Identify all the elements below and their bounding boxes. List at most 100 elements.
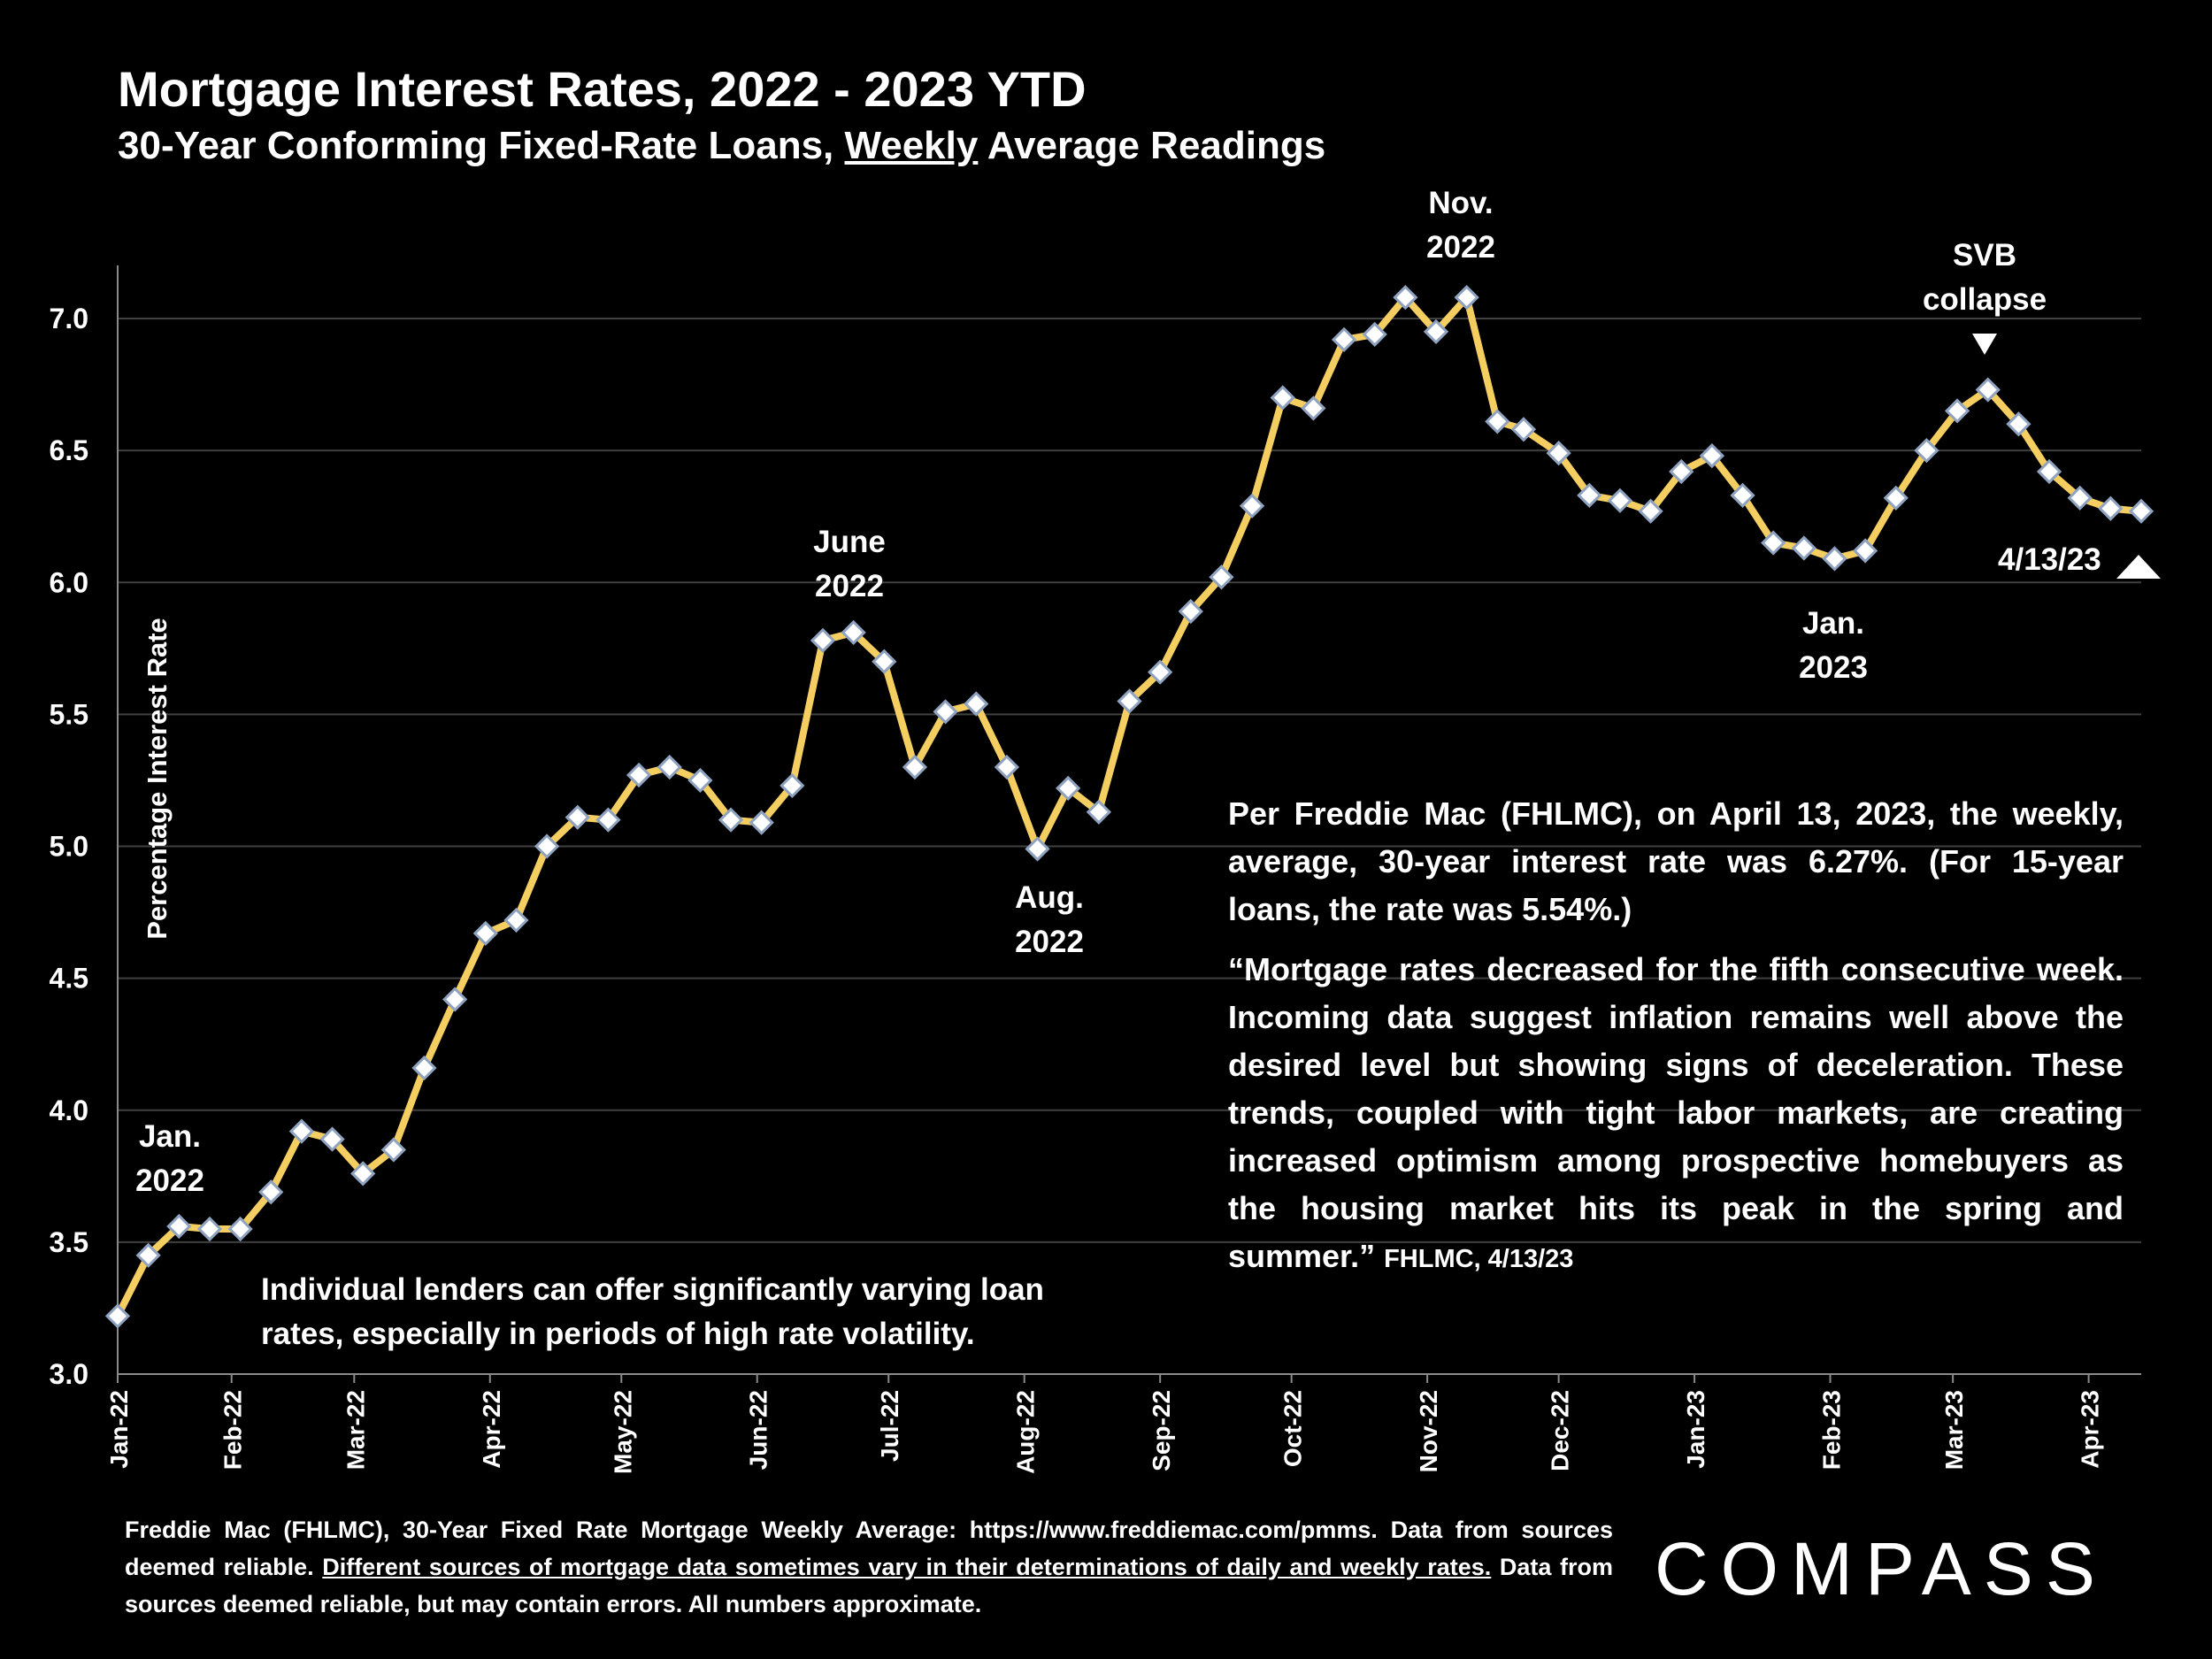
- data-point: [196, 1216, 223, 1242]
- data-point: [595, 807, 621, 833]
- data-point: [350, 1161, 376, 1187]
- annotation-nov-2022: Nov. 2022: [1426, 186, 1495, 265]
- x-tick-label: Apr-23: [2077, 1390, 2104, 1469]
- data-point: [1975, 377, 2001, 403]
- data-point: [657, 754, 682, 780]
- data-point: [1577, 482, 1602, 508]
- data-point: [1239, 493, 1265, 518]
- data-point: [135, 1242, 161, 1268]
- x-tick-label: Apr-22: [478, 1390, 505, 1469]
- data-point: [1853, 538, 1878, 564]
- x-tick-labels: Jan-22 Feb-22 Mar-22 Apr-22 May-22 Jun-22 Jul-…: [105, 1390, 2104, 1474]
- y-tick-label: 6.0: [50, 566, 88, 598]
- data-point: [1510, 417, 1537, 442]
- data-point: [1025, 836, 1050, 862]
- data-point: [1546, 440, 1571, 466]
- data-point: [1423, 319, 1449, 345]
- x-tick-label: Jan-23: [1682, 1390, 1709, 1469]
- y-axis-label: Percentage Interest Rate: [142, 618, 173, 940]
- data-point: [1669, 458, 1694, 485]
- data-point: [2006, 411, 2032, 437]
- x-tick-label: Nov-22: [1415, 1390, 1442, 1472]
- data-point: [1086, 799, 1111, 825]
- x-tick-label: Aug-22: [1012, 1390, 1040, 1474]
- quote-paragraph-2: “Mortgage rates decreased for the fifth …: [1228, 951, 2124, 1274]
- data-point: [1607, 488, 1633, 513]
- x-tick-label: Feb-22: [219, 1390, 247, 1470]
- y-tick-label: 3.5: [50, 1226, 88, 1258]
- data-point: [872, 649, 897, 674]
- compass-logo: COMPASS: [1655, 1527, 2108, 1610]
- data-point: [2036, 458, 2062, 485]
- data-point: [1454, 285, 1479, 311]
- data-point: [288, 1118, 315, 1144]
- footer-source: Freddie Mac (FHLMC), 30-Year Fixed Rate …: [125, 1517, 1613, 1617]
- data-point: [1148, 659, 1173, 685]
- data-point: [503, 907, 529, 933]
- chart-title: Mortgage Interest Rates, 2022 - 2023 YTD: [118, 61, 1087, 117]
- data-point: [2067, 485, 2093, 511]
- data-point: [227, 1216, 253, 1242]
- freddie-mac-quote: Per Freddie Mac (FHLMC), on April 13, 20…: [1228, 790, 2124, 1295]
- data-point: [411, 1055, 437, 1081]
- y-tick-label: 3.0: [50, 1358, 88, 1390]
- x-tick-label: Jan-22: [105, 1390, 133, 1469]
- y-tick-label: 7.0: [50, 303, 88, 334]
- data-point: [1331, 326, 1357, 352]
- data-point: [104, 1303, 131, 1329]
- data-point: [626, 762, 652, 788]
- annotation-jan-2022: Jan. 2022: [135, 1119, 204, 1198]
- y-tick-labels: 3.0 3.5 4.0 4.5 5.0 5.5 6.0 6.5 7.0: [50, 303, 88, 1390]
- data-point: [1699, 442, 1725, 469]
- data-point: [1914, 438, 1939, 464]
- data-point: [1209, 565, 1234, 590]
- x-tick-label: Mar-22: [342, 1390, 369, 1470]
- data-point: [166, 1213, 192, 1240]
- data-point: [258, 1179, 284, 1205]
- data-point: [1638, 498, 1663, 524]
- data-point: [1730, 482, 1755, 508]
- data-point: [1485, 409, 1510, 434]
- data-point: [994, 754, 1020, 780]
- data-point: [1362, 321, 1387, 348]
- annotation-arrows: [1972, 334, 2161, 579]
- axes: [117, 265, 2141, 1383]
- data-point: [1761, 530, 1786, 556]
- annotation-svb-collapse: SVB collapse: [1922, 238, 2047, 317]
- x-tick-label: Jul-22: [876, 1390, 903, 1462]
- x-tick-label: Sep-22: [1148, 1390, 1175, 1471]
- x-tick-label: Jun-22: [745, 1390, 772, 1470]
- data-point: [841, 619, 866, 646]
- data-point: [687, 767, 713, 794]
- y-tick-label: 5.0: [50, 831, 88, 863]
- data-point: [1944, 398, 1970, 424]
- x-tick-label: Mar-23: [1940, 1390, 1968, 1470]
- data-point: [534, 833, 560, 859]
- data-point: [2098, 495, 2124, 521]
- lenders-note: Individual lenders can offer significant…: [261, 1272, 1044, 1351]
- data-point: [933, 699, 958, 725]
- y-tick-label: 6.5: [50, 434, 88, 466]
- data-point: [1301, 396, 1326, 421]
- data-point: [1056, 775, 1081, 802]
- data-point: [1791, 535, 1816, 561]
- x-tick-label: May-22: [609, 1390, 636, 1474]
- data-point: [1822, 546, 1847, 572]
- y-tick-label: 4.5: [50, 963, 88, 995]
- annotation-jan-2023: Jan. 2023: [1799, 606, 1868, 685]
- annotation-latest-date: 4/13/23: [1998, 542, 2101, 577]
- y-tick-label: 4.0: [50, 1094, 88, 1126]
- data-point: [1270, 385, 1295, 411]
- chart-subtitle: 30-Year Conforming Fixed-Rate Loans, Wee…: [118, 124, 1326, 167]
- data-points: [104, 285, 2154, 1329]
- data-point: [442, 987, 468, 1012]
- data-point: [472, 920, 498, 947]
- data-point: [319, 1126, 345, 1152]
- quote-source: FHLMC, 4/13/23: [1384, 1245, 1574, 1273]
- data-point: [964, 691, 989, 717]
- data-point: [2128, 498, 2154, 524]
- data-point: [1393, 285, 1418, 311]
- data-point: [1883, 485, 1909, 511]
- data-point: [565, 804, 590, 830]
